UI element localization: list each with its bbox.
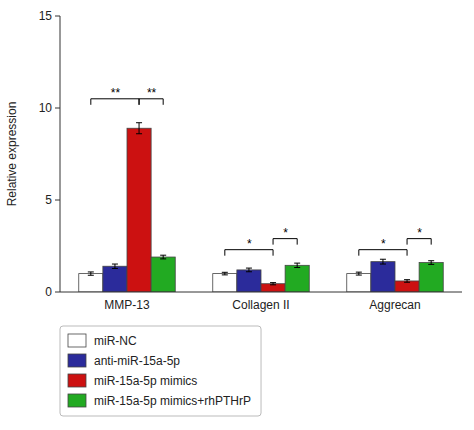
annotation-text: **: [110, 86, 120, 100]
error-cap: [246, 271, 252, 272]
error-bar: [136, 123, 142, 134]
y-tick: [55, 292, 60, 293]
y-tick-label: 15: [39, 9, 53, 23]
bar: [261, 284, 285, 292]
error-bar: [222, 272, 228, 275]
legend-label: miR-NC: [94, 334, 137, 348]
annotation-text: *: [283, 226, 288, 240]
error-cap: [294, 263, 300, 264]
error-bar: [380, 259, 386, 264]
error-stem: [114, 264, 115, 268]
error-cap: [246, 268, 252, 269]
bar: [371, 262, 395, 292]
bar: [395, 281, 419, 292]
annotation-text: **: [146, 86, 156, 100]
error-cap: [356, 275, 362, 276]
legend-swatch: [68, 394, 86, 407]
error-cap: [112, 268, 118, 269]
y-axis-line: [60, 16, 61, 292]
legend-frame: [60, 326, 261, 416]
x-tick-label: Aggrecan: [369, 298, 420, 312]
bar: [419, 263, 443, 292]
x-tick-label: Collagen II: [232, 298, 289, 312]
error-cap: [380, 264, 386, 265]
legend-swatch: [68, 354, 86, 367]
error-cap: [428, 264, 434, 265]
legend: miR-NC anti-miR-15a-5p miR-15a-5p mimics mi…: [60, 326, 261, 416]
x-tick-label: MMP-13: [104, 298, 150, 312]
y-tick: [55, 200, 60, 201]
legend-label: miR-15a-5p mimics+rhPTHrP: [94, 394, 251, 408]
error-cap: [404, 279, 410, 280]
error-bar: [270, 283, 276, 285]
error-cap: [270, 282, 276, 283]
legend-label: anti-miR-15a-5p: [94, 354, 180, 368]
bar: [347, 274, 371, 292]
error-cap: [160, 258, 166, 259]
error-bar: [428, 261, 434, 265]
error-cap: [270, 284, 276, 285]
error-stem: [431, 261, 432, 265]
bar: [127, 128, 151, 292]
bars: [79, 123, 443, 292]
legend-swatch: [68, 374, 86, 387]
error-cap: [428, 260, 434, 261]
bar: [285, 265, 309, 292]
y-axis-label: Relative expression: [5, 102, 19, 207]
error-bar: [294, 263, 300, 267]
legend-swatch: [68, 334, 86, 347]
error-cap: [112, 264, 118, 265]
y-tick-label: 5: [45, 193, 52, 207]
error-stem: [139, 123, 140, 134]
error-stem: [382, 259, 383, 264]
annotation-text: *: [417, 226, 422, 240]
y-tick: [55, 16, 60, 17]
chart: 0 5 10 15 MMP-13 Collagen II Aggrecan Relative …: [0, 0, 474, 430]
error-cap: [88, 271, 94, 272]
error-cap: [160, 255, 166, 256]
error-bar: [356, 272, 362, 275]
error-cap: [136, 133, 142, 134]
error-cap: [380, 259, 386, 260]
error-cap: [136, 122, 142, 123]
error-stem: [163, 255, 164, 259]
error-cap: [404, 282, 410, 283]
error-cap: [88, 275, 94, 276]
error-bar: [246, 268, 252, 272]
bar: [151, 257, 175, 292]
error-bar: [160, 255, 166, 259]
error-cap: [356, 272, 362, 273]
bar: [103, 266, 127, 292]
annotation-text: *: [247, 237, 252, 251]
y-tick: [55, 108, 60, 109]
bar: [237, 270, 261, 292]
legend-label: miR-15a-5p mimics: [94, 374, 197, 388]
annotation-text: *: [381, 237, 386, 251]
error-bar: [404, 280, 410, 283]
error-cap: [294, 267, 300, 268]
error-bar: [88, 272, 94, 275]
x-axis-line: [60, 292, 462, 293]
error-bar: [112, 264, 118, 268]
error-stem: [297, 263, 298, 267]
error-cap: [222, 272, 228, 273]
y-tick-label: 0: [45, 285, 52, 299]
bar: [79, 274, 103, 292]
bar: [213, 274, 237, 292]
error-stem: [248, 268, 249, 272]
y-tick-label: 10: [39, 101, 53, 115]
error-cap: [222, 274, 228, 275]
